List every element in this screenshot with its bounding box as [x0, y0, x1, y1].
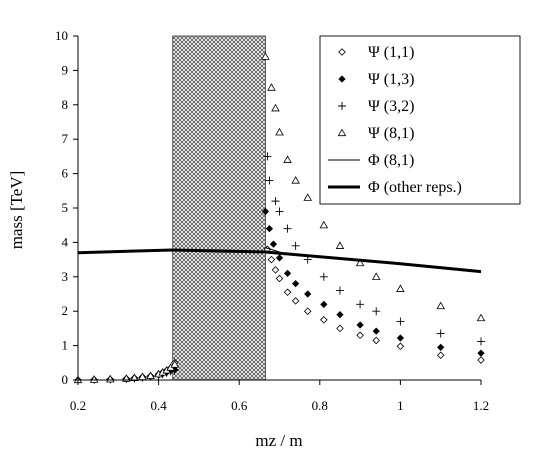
data-point [336, 311, 344, 319]
legend-marker [338, 48, 346, 56]
data-point [291, 241, 300, 250]
data-point [283, 224, 292, 233]
data-point [283, 155, 292, 163]
data-point [336, 324, 344, 333]
legend-marker [337, 128, 347, 137]
legend-entry-label: Φ (8,1) [368, 152, 414, 169]
data-point [476, 313, 486, 322]
legend-marker [338, 75, 346, 83]
data-point [396, 317, 405, 326]
data-point [372, 327, 380, 335]
data-point [303, 193, 312, 201]
data-point [275, 207, 284, 216]
data-point [303, 307, 312, 315]
y-tick-label: 10 [55, 28, 68, 43]
data-point [320, 300, 328, 308]
data-point [275, 274, 284, 283]
legend-entry-label: Ψ (1,1) [368, 44, 414, 61]
data-point [320, 316, 328, 324]
data-point [89, 375, 99, 383]
data-point [356, 300, 365, 309]
data-point [436, 351, 445, 359]
x-tick-label: 0.4 [150, 398, 167, 413]
data-point [271, 197, 280, 206]
data-point [477, 337, 485, 346]
data-point [265, 176, 274, 185]
legend-entry-label: Φ (other reps.) [368, 179, 462, 196]
x-tick-label: 0.8 [312, 398, 328, 413]
shaded-region [172, 35, 266, 381]
y-tick-label: 3 [62, 269, 69, 284]
y-axis-label: mass [TeV] [7, 171, 26, 250]
data-point [283, 269, 292, 277]
data-point [372, 307, 381, 316]
data-point [275, 127, 284, 136]
data-point [371, 272, 381, 280]
series-2 [74, 207, 485, 384]
data-point [146, 371, 155, 379]
data-point [291, 297, 300, 305]
data-point [477, 356, 485, 364]
x-tick-label: 0.2 [70, 398, 86, 413]
x-tick-label: 0.6 [231, 398, 248, 413]
series-line [77, 248, 482, 274]
y-tick-label: 1 [62, 338, 69, 353]
data-point [355, 258, 365, 267]
y-tick-label: 5 [62, 200, 69, 215]
data-point [267, 83, 276, 91]
data-point [396, 342, 405, 351]
data-point [283, 288, 292, 297]
data-point [267, 255, 276, 264]
legend-marker [338, 102, 346, 110]
data-point [271, 103, 280, 112]
data-point [261, 207, 270, 216]
data-point [291, 280, 300, 288]
data-point [130, 373, 139, 382]
data-point [291, 176, 300, 184]
data-point [477, 349, 485, 357]
y-tick-label: 9 [62, 62, 69, 77]
data-point [436, 301, 445, 310]
series-5 [265, 247, 280, 253]
data-point [372, 336, 380, 345]
data-point [437, 343, 445, 351]
data-point [263, 152, 272, 161]
legend: Ψ (1,1) Ψ (1,3) Ψ (3,2) Ψ (8,1) Φ (8,1) Φ (ot… [319, 35, 521, 205]
y-tick-label: 4 [62, 234, 69, 249]
data-point [356, 321, 364, 329]
data-point [396, 334, 405, 342]
series-6 [77, 248, 482, 274]
data-point [304, 290, 312, 298]
data-point [269, 240, 278, 248]
series-line [265, 247, 280, 253]
data-point [335, 286, 344, 295]
data-point [265, 225, 274, 233]
legend-entry-label: Ψ (8,1) [368, 125, 414, 142]
legend-entry-label: Ψ (3,2) [368, 98, 414, 115]
y-tick-label: 7 [62, 131, 69, 146]
data-point [319, 272, 328, 281]
x-tick-label: 1.2 [473, 398, 489, 413]
series-4 [73, 52, 486, 384]
data-point [170, 360, 180, 368]
plot-area [73, 35, 486, 384]
data-point [396, 284, 405, 292]
data-point [261, 52, 270, 60]
y-tick-label: 2 [62, 303, 69, 318]
x-tick-label: 1 [397, 398, 404, 413]
data-point [319, 220, 329, 229]
legend-box [319, 35, 521, 205]
axes: 0 1 2 3 4 5 6 7 8 9 10 0.2 0.4 0.6 0.8 1 1.2 [55, 28, 489, 413]
y-tick-label: 6 [62, 166, 69, 181]
y-tick-label: 0 [62, 372, 69, 387]
x-axis-label: mz / m [255, 431, 302, 450]
legend-entry-label: Ψ (1,3) [368, 71, 414, 88]
data-point [271, 266, 280, 274]
y-tick-label: 8 [62, 97, 69, 112]
data-point [436, 329, 445, 338]
data-point [275, 254, 284, 262]
data-point [335, 241, 345, 249]
data-point [356, 331, 364, 340]
